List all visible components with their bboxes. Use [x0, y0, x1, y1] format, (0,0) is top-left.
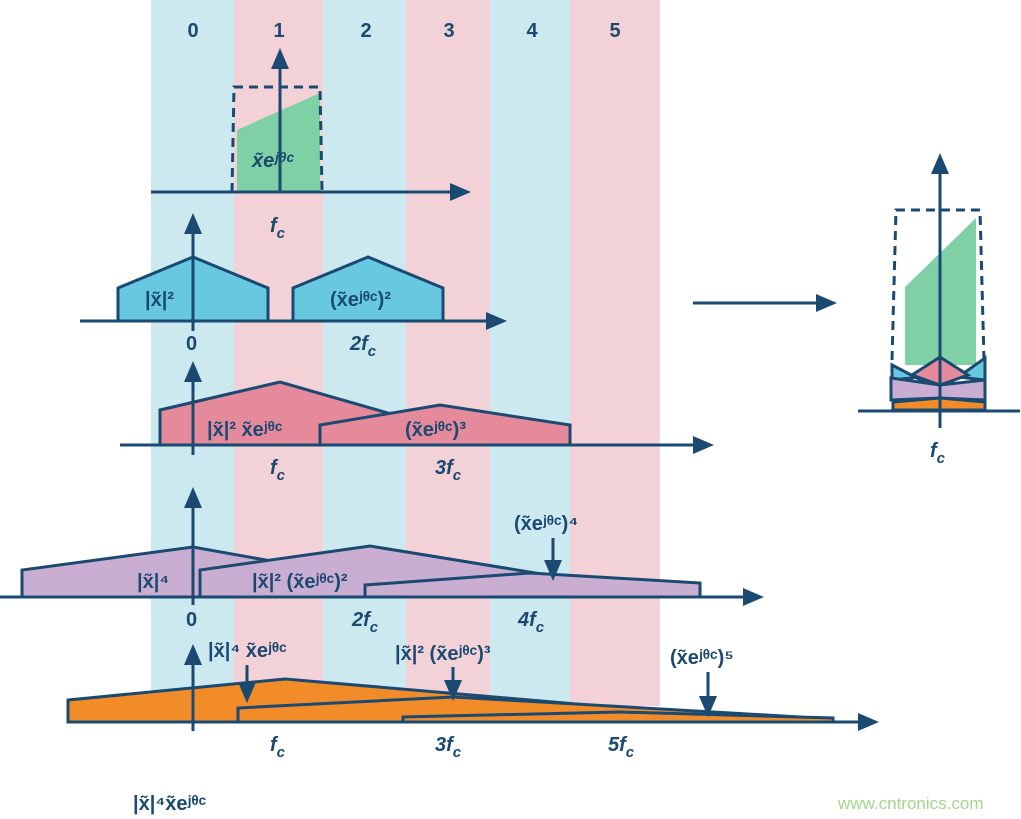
tick-label: 2fc [349, 333, 377, 360]
band-label-5: 5 [609, 20, 620, 42]
frequency-bands: 0 1 2 3 4 5 [151, 0, 660, 706]
band-3 [406, 0, 490, 706]
row-4-fourth: |x̃|⁴ |x̃|² (x̃eʲᶿᶜ)² (x̃eʲᶿᶜ)⁴ 0 2fc 4f… [0, 487, 764, 636]
term-label: (x̃eʲᶿᶜ)⁴ [514, 513, 578, 535]
bottom-label: |x̃|⁴x̃eʲᶿᶜ [133, 793, 207, 815]
term-label: (x̃eʲᶿᶜ)³ [405, 419, 466, 441]
term-label: (x̃eʲᶿᶜ)⁵ [670, 647, 734, 669]
band-label-1: 1 [273, 20, 284, 42]
tick-label: 0 [186, 609, 197, 631]
term-label: |x̃|⁴ x̃eʲᶿᶜ [208, 640, 287, 662]
band-label-2: 2 [360, 20, 371, 42]
tick-label: 5fc [608, 734, 635, 761]
term-label: |x̃|² (x̃eʲᶿᶜ)³ [395, 643, 491, 665]
tick-label: 3fc [435, 734, 462, 761]
watermark: www.cntronics.com [837, 794, 983, 813]
tick-label: 4fc [517, 609, 545, 636]
tick-label: fc [270, 457, 286, 484]
row-1-signal: x̃eʲᶿᶜ fc [151, 48, 471, 242]
band-4 [490, 0, 570, 706]
term-label: |x̃|² x̃eʲᶿᶜ [207, 419, 283, 441]
tick-label: 0 [186, 333, 197, 355]
tick-label: 3fc [435, 457, 462, 484]
row-3-cubed: |x̃|² x̃eʲᶿᶜ (x̃eʲᶿᶜ)³ fc 3fc [120, 361, 714, 484]
fc-label: fc [270, 215, 286, 242]
band-5 [570, 0, 660, 706]
term-label: |x̃|² [145, 289, 174, 311]
term-label: (x̃eʲᶿᶜ)² [330, 289, 391, 311]
term-label: |x̃|² (x̃eʲᶿᶜ)² [252, 571, 348, 593]
row-5-fifth: |x̃|⁴ x̃eʲᶿᶜ |x̃|² (x̃eʲᶿᶜ)³ (x̃eʲᶿᶜ)⁵ f… [66, 640, 879, 761]
term-label: |x̃|⁴ [137, 571, 169, 593]
band-label-4: 4 [526, 20, 538, 42]
tick-label: 2fc [351, 609, 379, 636]
row-2-squared: |x̃|² (x̃eʲᶿᶜ)² 0 2fc [80, 213, 507, 360]
tick-label: fc [270, 734, 286, 761]
signal-label: x̃eʲᶿᶜ [251, 150, 295, 172]
result-spectrum: fc [858, 153, 1020, 467]
fc-label: fc [930, 440, 946, 467]
band-label-3: 3 [443, 20, 454, 42]
dashed-filter-box [230, 85, 324, 193]
dashed-filter-box [890, 208, 986, 361]
band-label-0: 0 [187, 20, 198, 42]
